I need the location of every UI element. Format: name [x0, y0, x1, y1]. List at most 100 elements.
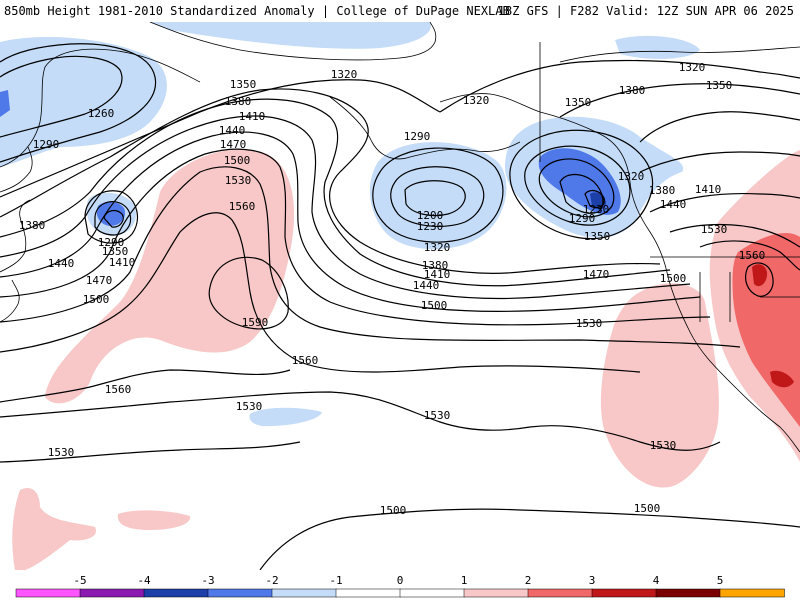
contour-line	[0, 369, 291, 403]
colorbar-swatch	[79, 588, 145, 598]
contour-label: 1530	[701, 223, 728, 236]
contour-label: 1530	[225, 174, 252, 187]
contour-label: 1350	[584, 230, 611, 243]
contour-line	[669, 223, 800, 248]
contour-label: 1380	[619, 84, 646, 97]
contour-label: 1560	[229, 200, 256, 213]
colorbar-tick-label: 2	[525, 574, 532, 587]
colorbar-swatch	[655, 588, 721, 598]
contour-label: 1320	[463, 94, 490, 107]
contour-line	[699, 240, 800, 271]
contour-label: 1230	[583, 203, 610, 216]
contour-label: 1530	[424, 409, 451, 422]
contour-line	[439, 59, 800, 113]
contour-label: 1440	[219, 124, 246, 137]
contour-label: 1590	[242, 316, 269, 329]
contour-line	[0, 79, 441, 198]
colorbar-swatch	[719, 588, 785, 598]
coastline	[0, 48, 201, 168]
contour-line	[0, 391, 721, 451]
contour-line	[745, 262, 774, 297]
contour-line	[0, 43, 157, 163]
contour-label: 1320	[424, 241, 451, 254]
colorbar-tick-label: 5	[717, 574, 724, 587]
contour-label: 1530	[48, 446, 75, 459]
contour-label: 1290	[98, 236, 125, 249]
coastline	[0, 279, 20, 323]
contour-line	[259, 508, 800, 570]
contour-label: 1500	[380, 504, 407, 517]
neg-anomaly-area	[0, 37, 167, 167]
coastline	[329, 96, 521, 160]
contour-label: 1320	[331, 68, 358, 81]
weather-map[interactable]: 1350138014101440147015001530156015901560…	[0, 22, 800, 570]
coastline	[439, 93, 669, 278]
contour-label: 1320	[679, 61, 706, 74]
colorbar-swatch	[207, 588, 273, 598]
colorbar-tick-label: -1	[329, 574, 342, 587]
contour-label: 1500	[224, 154, 251, 167]
pos-anomaly-area	[770, 370, 794, 388]
colorbar-tick-label: 3	[589, 574, 596, 587]
neg-anomaly-area	[249, 407, 322, 427]
contour-line	[649, 193, 800, 213]
contour-label: 1350	[706, 79, 733, 92]
colorbar-tick-label: 4	[653, 574, 660, 587]
colorbar-swatch	[591, 588, 657, 598]
contour-line	[103, 209, 124, 228]
contour-line	[509, 129, 654, 240]
neg-anomaly-area	[369, 142, 507, 250]
contour-label: 1260	[88, 107, 115, 120]
pos-anomaly-area	[45, 149, 295, 404]
colorbar-swatch	[399, 588, 465, 598]
pos-anomaly-area	[117, 510, 191, 530]
contour-line	[639, 111, 800, 143]
contour-line	[372, 147, 504, 243]
contour-label: 1500	[83, 293, 110, 306]
colorbar-swatch	[15, 588, 81, 598]
contour-line	[94, 201, 132, 236]
contour-label: 1380	[19, 219, 46, 232]
contour-label: 1560	[292, 354, 319, 367]
height-contours	[0, 43, 800, 570]
colorbar-swatch	[271, 588, 337, 598]
contour-line	[0, 148, 711, 326]
contour-label: 1290	[404, 130, 431, 143]
neg-anomaly-area	[150, 22, 431, 49]
colorbar-tick-label: 1	[461, 574, 468, 587]
contour-line	[0, 88, 661, 274]
contour-label: 1380	[649, 184, 676, 197]
contour-label: 1440	[48, 257, 75, 270]
coastline	[149, 22, 437, 61]
pos-anomaly-area	[600, 283, 719, 488]
contour-line	[208, 256, 289, 330]
contour-label: 1410	[424, 268, 451, 281]
coastline	[0, 199, 31, 273]
contour-line	[584, 189, 605, 209]
contour-label: 1500	[660, 272, 687, 285]
coastline	[0, 146, 33, 193]
contour-label: 1470	[86, 274, 113, 287]
contour-label: 1500	[421, 299, 448, 312]
contour-line	[639, 151, 800, 173]
contour-line	[524, 145, 631, 226]
coastlines	[0, 22, 800, 453]
colorbar-tick-label: -2	[265, 574, 278, 587]
colorbar-tick-label: -3	[201, 574, 214, 587]
contour-label: 1530	[576, 317, 603, 330]
contour-labels: 1350138014101440147015001530156015901560…	[19, 61, 766, 517]
map-header: 850mb Height 1981-2010 Standardized Anom…	[0, 0, 800, 22]
colorbar-swatch	[335, 588, 401, 598]
contour-label: 1470	[220, 138, 247, 151]
contour-line	[404, 180, 466, 217]
contour-label: 1500	[634, 502, 661, 515]
coastline	[667, 276, 800, 453]
contour-label: 1290	[569, 212, 596, 225]
contour-label: 1470	[583, 268, 610, 281]
pos-anomaly-area	[12, 487, 96, 570]
contour-line	[0, 441, 301, 463]
coastline	[699, 272, 800, 322]
contour-line	[0, 98, 671, 287]
colorbar: -5 -4 -3 -2 -1 0 1 2 3 4 5	[15, 574, 785, 598]
contour-line	[0, 166, 741, 348]
